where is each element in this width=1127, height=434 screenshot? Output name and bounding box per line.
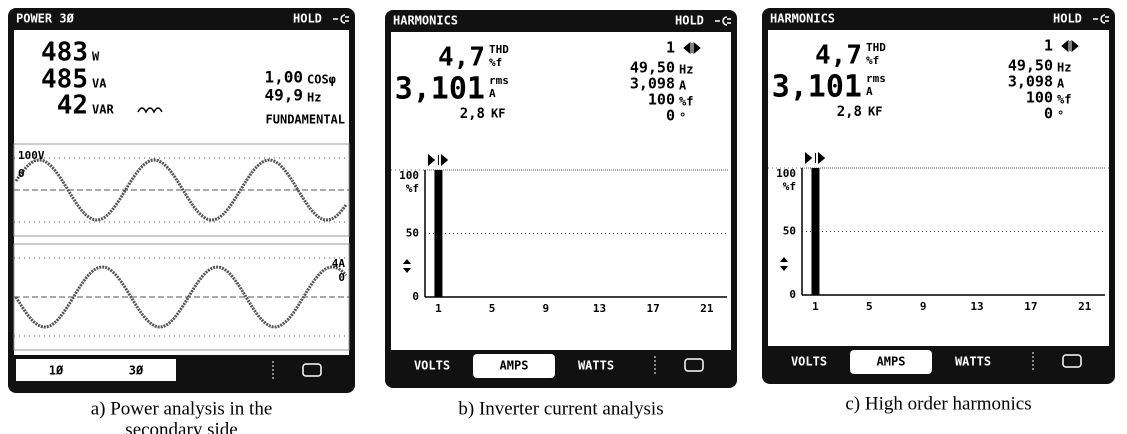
reading-unit: ° (1057, 109, 1064, 123)
reading-unit: COSφ (307, 73, 336, 87)
tab[interactable]: VOLTS (791, 355, 827, 369)
thd-label: THD (489, 43, 509, 56)
reading-unit: Hz (1057, 61, 1071, 75)
reading-value: 1,00 (264, 68, 303, 87)
reading-unit: A (1057, 77, 1065, 91)
tab-strip (16, 359, 176, 381)
rms-label: rms (866, 72, 886, 85)
y-tick-label: 100 (399, 169, 419, 182)
reading-value: 42 (57, 91, 88, 121)
reading-unit: A (679, 79, 687, 93)
reading-unit: W (92, 50, 100, 64)
scope-label: 0 (18, 167, 25, 180)
figure: POWER 3ØHOLD483W485VA42VAR1,00COSφ49,9Hz… (0, 0, 1127, 434)
scope-label: 0 (338, 271, 345, 284)
rms-unit: A (866, 85, 873, 98)
tab[interactable]: 3Ø (129, 364, 144, 378)
x-tick-label: 21 (700, 302, 714, 315)
thd-value: 4,7 (815, 41, 862, 71)
y-unit: %f (783, 180, 796, 193)
reading-value: 483 (41, 38, 88, 68)
tab[interactable]: VOLTS (414, 359, 450, 373)
thd-value: 4,7 (438, 43, 485, 73)
header-status: HOLD (1053, 12, 1082, 26)
rms-unit: A (489, 87, 496, 100)
bar (434, 170, 442, 297)
header-status: HOLD (675, 14, 704, 28)
x-tick-label: 9 (920, 300, 927, 313)
caption: a) Power analysis in the (91, 398, 273, 419)
reading-value: 49,9 (264, 86, 303, 105)
reading-unit: %f (1057, 93, 1071, 107)
x-tick-label: 17 (647, 302, 660, 315)
header-title: POWER 3Ø (16, 12, 75, 26)
caption: secondary side (125, 419, 237, 434)
kf-value: 2,8 (837, 104, 862, 120)
x-tick-label: 13 (970, 300, 983, 313)
reading-value: 1 (1044, 37, 1053, 55)
x-tick-label: 1 (435, 302, 442, 315)
y-tick-label: 50 (406, 227, 419, 240)
scope-label: 100V (18, 149, 45, 162)
rms-label: rms (489, 74, 509, 87)
kf-unit: KF (868, 105, 882, 119)
bar (811, 168, 819, 295)
reading-value: 0 (1044, 105, 1053, 123)
y-tick-label: 0 (412, 290, 419, 303)
scope-label: 4A (332, 257, 346, 270)
x-tick-label: 13 (593, 302, 606, 315)
y-tick-label: 0 (789, 288, 796, 301)
thd-unit: %f (866, 54, 879, 67)
header-status: HOLD (293, 12, 322, 26)
tab[interactable]: WATTS (578, 359, 614, 373)
x-tick-label: 5 (866, 300, 873, 313)
thd-label: THD (866, 41, 886, 54)
x-tick-label: 17 (1024, 300, 1037, 313)
tab[interactable]: 1Ø (49, 364, 64, 378)
x-tick-label: 9 (542, 302, 549, 315)
tab[interactable]: WATTS (955, 355, 991, 369)
caption: c) High order harmonics (845, 393, 1031, 414)
tab[interactable]: AMPS (500, 359, 529, 373)
rms-value: 3,101 (395, 72, 485, 107)
y-tick-label: 50 (783, 225, 796, 238)
x-tick-label: 5 (489, 302, 496, 315)
reading-unit: Hz (307, 91, 321, 105)
reading-unit: ° (679, 111, 686, 125)
header-title: HARMONICS (393, 14, 458, 28)
x-tick-label: 21 (1078, 300, 1092, 313)
mode-label: FUNDAMENTAL (266, 113, 345, 127)
x-tick-label: 1 (812, 300, 819, 313)
tab[interactable]: AMPS (877, 355, 906, 369)
reading-unit: %f (679, 95, 693, 109)
header-title: HARMONICS (770, 12, 835, 26)
reading-unit: Hz (679, 63, 693, 77)
reading-value: 0 (666, 107, 675, 125)
caption: b) Inverter current analysis (458, 398, 663, 419)
rms-value: 3,101 (772, 70, 862, 105)
y-tick-label: 100 (776, 167, 796, 180)
thd-unit: %f (489, 56, 502, 69)
reading-value: 1 (666, 39, 675, 57)
reading-unit: VA (92, 77, 107, 91)
reading-unit: VAR (92, 103, 114, 117)
kf-value: 2,8 (460, 106, 485, 122)
y-unit: %f (406, 182, 419, 195)
kf-unit: KF (491, 107, 505, 121)
